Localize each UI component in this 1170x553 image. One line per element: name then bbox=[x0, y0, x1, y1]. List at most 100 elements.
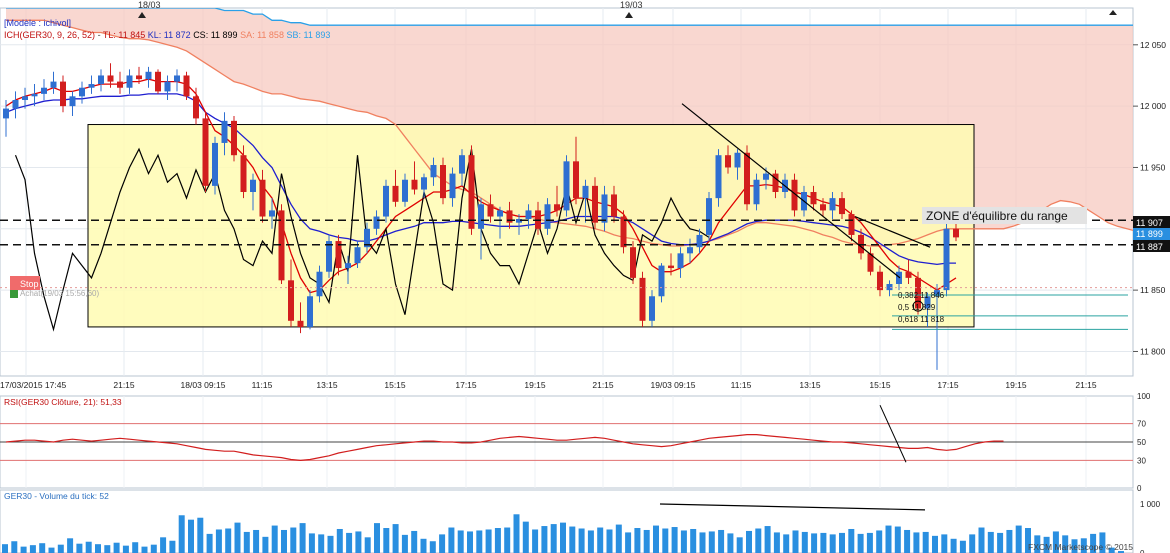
candle-body-27 bbox=[259, 179, 266, 217]
volume-bar-67 bbox=[625, 532, 632, 553]
volume-bar-106 bbox=[987, 531, 994, 553]
candle-body-39 bbox=[373, 216, 380, 229]
volume-bar-29 bbox=[271, 525, 278, 553]
volume-axis: 1 000 0 bbox=[1140, 500, 1161, 553]
candle-body-38 bbox=[364, 228, 370, 248]
trendline-short bbox=[854, 215, 931, 248]
time-label-15: 21:15 bbox=[1075, 380, 1097, 390]
candle-body-99 bbox=[943, 228, 950, 291]
zone-label-bg bbox=[922, 207, 1087, 224]
candle-body-80 bbox=[763, 173, 769, 180]
volume-bar-22 bbox=[206, 533, 213, 553]
volume-bar-28 bbox=[262, 536, 269, 553]
volume-bar-65 bbox=[606, 529, 613, 553]
volume-bar-91 bbox=[848, 528, 855, 553]
candle-body-53 bbox=[506, 210, 513, 223]
candle-body-1 bbox=[12, 100, 19, 109]
price-tick-label-4: 11 850 bbox=[1140, 285, 1166, 295]
volume-bar-54 bbox=[504, 527, 511, 553]
candle-body-95 bbox=[905, 271, 912, 278]
scroll-marker-icon[interactable] bbox=[1109, 10, 1117, 15]
volume-bar-104 bbox=[969, 534, 976, 553]
volume-bar-0 bbox=[2, 544, 8, 553]
volume-bar-30 bbox=[281, 529, 287, 553]
volume-bar-26 bbox=[243, 531, 250, 553]
volume-bar-80 bbox=[746, 530, 752, 553]
time-label-14: 19:15 bbox=[1005, 380, 1027, 390]
volume-bar-2 bbox=[20, 546, 27, 553]
volume-bar-110 bbox=[1025, 528, 1031, 553]
volume-bar-5 bbox=[48, 547, 55, 553]
candle-body-70 bbox=[668, 265, 674, 269]
volume-bar-113 bbox=[1052, 531, 1059, 553]
volume-bar-64 bbox=[597, 527, 604, 553]
candle-body-29 bbox=[278, 210, 285, 281]
candle-body-79 bbox=[753, 179, 760, 205]
candle-body-51 bbox=[487, 204, 494, 217]
candle-body-10 bbox=[98, 75, 104, 85]
candle-body-16 bbox=[155, 71, 161, 92]
candle-body-24 bbox=[231, 120, 237, 156]
achat-badge[interactable] bbox=[10, 290, 18, 298]
candle-body-23 bbox=[221, 120, 228, 143]
candle-body-2 bbox=[22, 96, 28, 100]
candle-body-34 bbox=[326, 241, 332, 272]
rsi-axis: 100 70 50 30 0 bbox=[1137, 392, 1151, 493]
volume-bar-7 bbox=[67, 538, 74, 553]
time-label-0: 17/03/2015 17:45 bbox=[0, 380, 66, 390]
volume-bar-99 bbox=[922, 531, 929, 553]
candle-body-9 bbox=[88, 84, 95, 88]
trendline-down bbox=[681, 103, 901, 279]
volume-bar-57 bbox=[532, 529, 539, 553]
volume-bar-95 bbox=[885, 525, 892, 553]
volume-bar-120 bbox=[1118, 551, 1124, 553]
volume-title: GER30 - Volume du tick: 52 bbox=[4, 491, 109, 501]
achat-label: Achat(19/03 15:56,60) bbox=[20, 289, 100, 298]
zone-label: ZONE d'équilibre du range bbox=[926, 209, 1068, 223]
candle-body-0 bbox=[3, 108, 9, 119]
candle-body-71 bbox=[677, 253, 684, 269]
candle-body-13 bbox=[126, 75, 133, 88]
volume-bar-17 bbox=[160, 537, 167, 553]
volume-bar-43 bbox=[401, 534, 408, 553]
volume-bar-112 bbox=[1043, 536, 1050, 553]
volume-bar-103 bbox=[959, 540, 966, 553]
volume-bar-41 bbox=[383, 528, 390, 553]
volume-bar-35 bbox=[327, 535, 334, 553]
candle-body-55 bbox=[525, 210, 532, 219]
volume-bar-46 bbox=[429, 541, 436, 553]
volume-bar-109 bbox=[1015, 525, 1022, 553]
stop-badge[interactable] bbox=[10, 276, 40, 290]
candle-body-64 bbox=[611, 194, 617, 217]
candle-body-43 bbox=[411, 179, 418, 190]
volume-bar-76 bbox=[708, 531, 715, 553]
candle-body-88 bbox=[839, 198, 845, 215]
volume-bar-12 bbox=[113, 542, 120, 553]
candle-body-78 bbox=[744, 152, 750, 205]
rsi-series bbox=[0, 404, 1133, 463]
candle-body-67 bbox=[639, 277, 646, 321]
candle-body-72 bbox=[687, 247, 693, 254]
candle-body-32 bbox=[307, 296, 313, 327]
volume-bar-24 bbox=[225, 528, 232, 553]
volume-bar-72 bbox=[671, 527, 678, 553]
volume-bar-75 bbox=[699, 532, 706, 553]
chikou-line bbox=[14, 147, 710, 332]
volume-bar-83 bbox=[773, 532, 780, 553]
legend-sa: SA: 11 858 bbox=[240, 30, 284, 40]
candle-body-49 bbox=[468, 155, 475, 229]
volume-bar-114 bbox=[1062, 535, 1069, 553]
volume-bar-100 bbox=[932, 535, 938, 553]
volume-trendline bbox=[659, 503, 926, 511]
date-marker-1-icon bbox=[138, 12, 146, 18]
time-label-2: 18/03 09:15 bbox=[181, 380, 226, 390]
volume-bar-10 bbox=[95, 544, 101, 553]
candle-body-44 bbox=[421, 177, 427, 190]
rsi-trendline bbox=[879, 404, 907, 463]
candle-body-36 bbox=[345, 263, 351, 269]
time-axis: 17/03/2015 17:45 21:15 18/03 09:15 11:15 13:… bbox=[0, 380, 1097, 390]
time-label-8: 21:15 bbox=[592, 380, 614, 390]
volume-bar-69 bbox=[643, 529, 650, 553]
volume-bar-74 bbox=[690, 528, 697, 553]
